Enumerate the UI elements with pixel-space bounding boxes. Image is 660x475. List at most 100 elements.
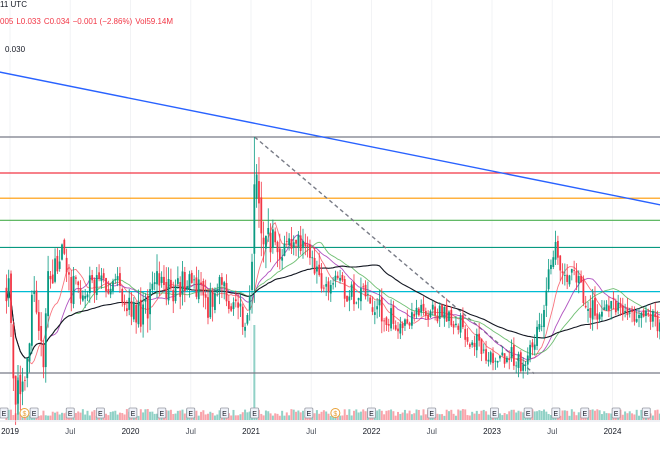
candle-body xyxy=(125,308,128,312)
candle-body xyxy=(197,279,200,300)
earnings-marker[interactable]: E xyxy=(128,407,138,419)
candle xyxy=(550,259,552,275)
earnings-marker[interactable]: E xyxy=(641,407,651,419)
time-axis-label[interactable]: Jul xyxy=(306,427,316,436)
time-axis-label[interactable]: 2023 xyxy=(483,427,501,436)
candle xyxy=(448,310,450,329)
dividend-marker-circle[interactable] xyxy=(330,408,341,418)
candle xyxy=(269,223,272,263)
earnings-marker[interactable]: E xyxy=(29,407,39,419)
candle xyxy=(554,230,557,265)
earnings-marker-box[interactable] xyxy=(611,407,621,419)
earnings-marker-box[interactable] xyxy=(65,407,75,419)
candle-body xyxy=(75,277,77,279)
candle-body xyxy=(554,241,557,260)
earnings-marker-box[interactable] xyxy=(250,407,260,419)
horizontal-levels[interactable] xyxy=(0,136,660,374)
candle-body xyxy=(485,349,487,361)
earnings-marker[interactable]: E xyxy=(367,407,376,419)
candle xyxy=(246,312,249,326)
candle xyxy=(656,310,659,338)
earnings-marker-box[interactable] xyxy=(157,407,167,419)
earnings-marker-box[interactable] xyxy=(304,407,314,419)
candle xyxy=(577,270,580,294)
volume-bar xyxy=(593,410,596,420)
volume-bar xyxy=(466,415,469,420)
earnings-marker[interactable]: E xyxy=(427,407,437,419)
candle xyxy=(10,270,12,337)
candle-body xyxy=(156,271,158,285)
candle-body xyxy=(373,312,376,315)
time-axis-label[interactable]: Jul xyxy=(547,427,557,436)
earnings-marker[interactable]: E xyxy=(551,407,561,419)
volume-bar xyxy=(341,415,344,420)
dividend-marker[interactable]: $ xyxy=(330,408,341,419)
volume-bar xyxy=(40,415,43,420)
volume-bar xyxy=(563,410,566,420)
earnings-marker[interactable]: E xyxy=(220,407,229,419)
earnings-marker[interactable]: E xyxy=(250,407,260,419)
trendline-dashed-decline[interactable] xyxy=(254,136,535,375)
time-axis-label[interactable]: Jul xyxy=(186,427,196,436)
earnings-marker-box[interactable] xyxy=(367,407,376,419)
dividend-marker-circle[interactable] xyxy=(19,408,30,418)
time-axis-label[interactable]: 2020 xyxy=(122,427,140,436)
earnings-marker-box[interactable] xyxy=(95,407,105,419)
earnings-marker-box[interactable] xyxy=(186,407,196,419)
candle-body xyxy=(594,297,596,316)
volume-bar xyxy=(540,410,543,420)
trendline-blue-downtrend[interactable] xyxy=(0,50,660,218)
earnings-marker-box[interactable] xyxy=(490,407,499,419)
candle-body xyxy=(98,272,100,279)
earnings-marker-box[interactable] xyxy=(523,407,533,419)
earnings-marker-box[interactable] xyxy=(427,407,437,419)
candle xyxy=(619,297,622,316)
earnings-marker-box[interactable] xyxy=(29,407,39,419)
earnings-marker[interactable]: E xyxy=(186,407,196,419)
candle-body xyxy=(635,319,638,322)
earnings-marker[interactable]: E xyxy=(490,407,499,419)
earnings-marker-box[interactable] xyxy=(0,407,9,419)
earnings-marker[interactable]: E xyxy=(0,407,9,419)
candle-body xyxy=(371,307,374,312)
earnings-marker-box[interactable] xyxy=(641,407,651,419)
time-axis[interactable]: 2019Jul2020Jul2021Jul2022Jul2023Jul2024J… xyxy=(1,427,660,436)
candle-body xyxy=(480,338,483,354)
candle xyxy=(200,271,202,296)
time-axis-label[interactable]: 2022 xyxy=(363,427,381,436)
earnings-marker-box[interactable] xyxy=(128,407,138,419)
candle xyxy=(109,283,112,299)
earnings-marker[interactable]: E xyxy=(523,407,533,419)
candle-body xyxy=(339,277,341,281)
candle-body xyxy=(445,304,448,322)
earnings-marker-box[interactable] xyxy=(551,407,561,419)
candle-body xyxy=(392,305,395,324)
time-axis-label[interactable]: 2024 xyxy=(604,427,622,436)
candle xyxy=(325,276,328,297)
time-axis-label[interactable]: 2021 xyxy=(242,427,260,436)
candle-body xyxy=(468,344,471,347)
earnings-marker[interactable]: E xyxy=(95,407,105,419)
earnings-marker[interactable]: E xyxy=(580,407,590,419)
time-axis-label[interactable]: 2019 xyxy=(1,427,19,436)
earnings-marker-box[interactable] xyxy=(580,407,590,419)
dividend-marker[interactable]: $ xyxy=(19,408,30,419)
earnings-marker[interactable]: E xyxy=(157,407,167,419)
time-axis-label[interactable]: Jul xyxy=(65,427,75,436)
earnings-marker[interactable]: E xyxy=(304,407,314,419)
candle xyxy=(561,263,564,285)
volume-bar xyxy=(325,411,328,420)
candle-body xyxy=(56,255,59,272)
candle-body xyxy=(269,232,272,253)
earnings-marker[interactable]: E xyxy=(65,407,75,419)
time-axis-label[interactable]: Jul xyxy=(427,427,437,436)
candle xyxy=(51,259,54,284)
candle-body xyxy=(568,275,571,285)
trendlines[interactable] xyxy=(0,50,660,375)
earnings-marker[interactable]: E xyxy=(611,407,621,419)
candle xyxy=(91,269,94,284)
earnings-marker-box[interactable] xyxy=(220,407,229,419)
